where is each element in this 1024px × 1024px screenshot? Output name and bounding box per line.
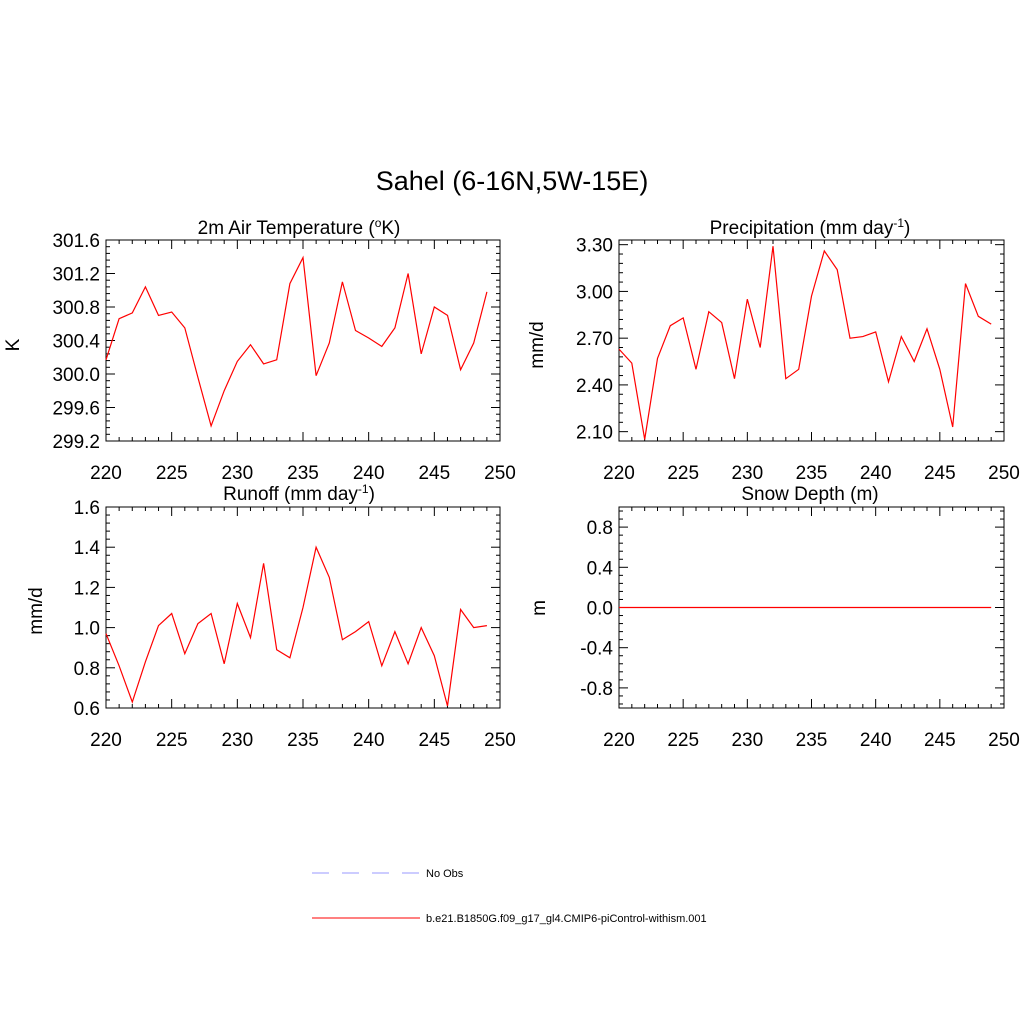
- x-tick-label: 250: [988, 463, 1020, 484]
- y-axis-label: m: [529, 600, 550, 616]
- y-axis-label: mm/d: [26, 587, 47, 635]
- x-tick-label: 230: [221, 730, 253, 751]
- x-tick-label: 220: [90, 730, 122, 751]
- x-tick-label: 225: [667, 730, 699, 751]
- x-tick-label: 240: [860, 730, 892, 751]
- panel-title: 2m Air Temperature (oK): [198, 216, 401, 239]
- figure-title: Sahel (6-16N,5W-15E): [375, 166, 649, 196]
- x-tick-label: 235: [287, 463, 319, 484]
- panel-precipitation: Precipitation (mm day-1) mm/d 220 225 230 2…: [527, 216, 1020, 484]
- x-tick-label: 220: [603, 730, 635, 751]
- y-axis-label: K: [3, 338, 24, 351]
- y-tick-label: 2.70: [576, 329, 613, 350]
- x-tick-label: 250: [484, 463, 516, 484]
- x-tick-label: 235: [796, 730, 828, 751]
- x-tick-label: 230: [221, 463, 253, 484]
- plot-frame: [618, 239, 1005, 442]
- legend: No Obs b.e21.B1850G.f09_g17_gl4.CMIP6-pi…: [312, 868, 707, 925]
- y-tick-label: 0.6: [74, 699, 100, 720]
- x-tick-label: 225: [156, 463, 188, 484]
- y-tick-label: -0.8: [580, 679, 613, 700]
- x-tick-label: 240: [353, 730, 385, 751]
- y-tick-label: 3.00: [576, 282, 613, 303]
- x-tick-label: 235: [287, 730, 319, 751]
- y-tick-label: 301.6: [52, 231, 100, 252]
- legend-label-no-obs: No Obs: [426, 868, 464, 880]
- y-tick-label: 1.2: [74, 578, 100, 599]
- x-tick-label: 230: [731, 730, 763, 751]
- y-tick-label: 301.2: [52, 265, 100, 286]
- y-tick-label: 0.8: [74, 659, 100, 680]
- x-tick-label: 245: [418, 730, 450, 751]
- x-tick-label: 245: [924, 463, 956, 484]
- y-tick-label: 2.40: [576, 376, 613, 397]
- x-tick-label: 235: [796, 463, 828, 484]
- y-tick-label: -0.4: [580, 639, 613, 660]
- x-tick-label: 220: [603, 463, 635, 484]
- y-tick-label: 1.6: [74, 498, 100, 519]
- x-tick-label: 225: [667, 463, 699, 484]
- panel-runoff: Runoff (mm day-1) mm/d 220 225 230 235 240 24…: [26, 482, 516, 751]
- y-tick-label: 299.2: [52, 432, 100, 453]
- x-tick-label: 245: [418, 463, 450, 484]
- y-tick-label: 1.0: [74, 619, 100, 640]
- panel-air-temperature: 2m Air Temperature (oK) K 220 225 230 235 24…: [3, 216, 516, 484]
- x-tick-label: 220: [90, 463, 122, 484]
- y-tick-label: 0.8: [587, 518, 613, 539]
- y-tick-label: 299.6: [52, 399, 100, 420]
- y-tick-label: 300.4: [52, 332, 100, 353]
- y-tick-label: 0.0: [587, 599, 613, 620]
- series-line: [105, 545, 487, 707]
- x-tick-label: 230: [731, 463, 763, 484]
- legend-label-model: b.e21.B1850G.f09_g17_gl4.CMIP6-piControl…: [426, 913, 707, 925]
- x-tick-label: 250: [988, 730, 1020, 751]
- y-tick-label: 3.30: [576, 236, 613, 257]
- x-tick-label: 250: [484, 730, 516, 751]
- x-tick-label: 225: [156, 730, 188, 751]
- x-tick-label: 240: [860, 463, 892, 484]
- panel-title: Precipitation (mm day-1): [710, 216, 911, 239]
- plot-frame: [105, 239, 501, 442]
- x-tick-label: 245: [924, 730, 956, 751]
- panel-title: Runoff (mm day-1): [223, 482, 375, 505]
- y-tick-label: 1.4: [74, 538, 101, 559]
- y-tick-label: 300.8: [52, 298, 100, 319]
- y-tick-label: 0.4: [587, 558, 614, 579]
- y-tick-label: 2.10: [576, 423, 613, 444]
- panel-title: Snow Depth (m): [741, 484, 878, 505]
- y-tick-label: 300.0: [52, 365, 100, 386]
- series-line: [105, 255, 488, 428]
- y-axis-label: mm/d: [527, 321, 548, 369]
- x-tick-label: 240: [353, 463, 385, 484]
- panel-snow-depth: Snow Depth (m) m 220 225 230 235 240 245 250 -0…: [529, 484, 1020, 751]
- series-line: [618, 246, 992, 440]
